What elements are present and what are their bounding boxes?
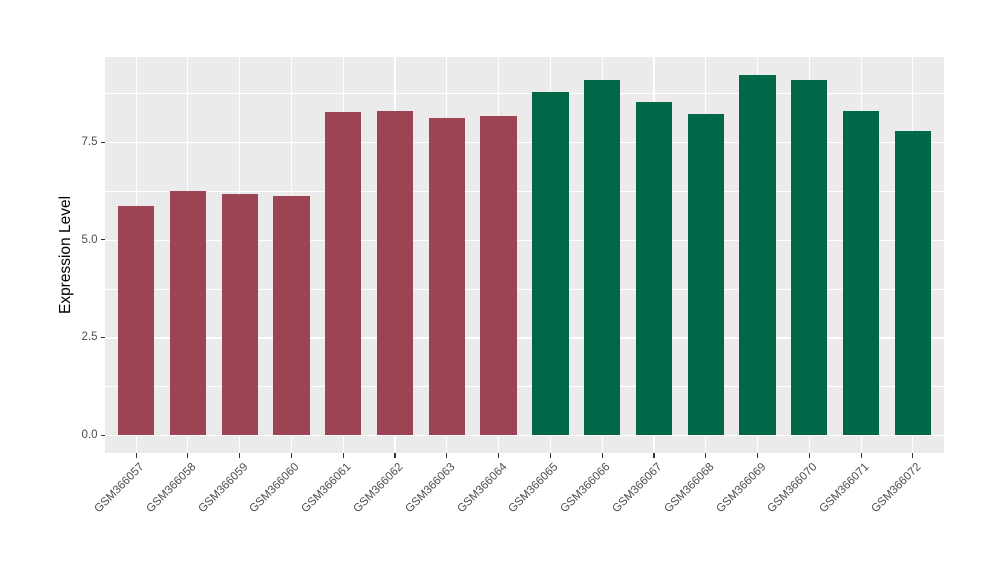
x-tick-label: GSM366059 [195,461,251,516]
x-tick-mark [653,453,655,458]
y-tick-mark [100,434,105,436]
minor-gridline [105,93,944,94]
y-tick-mark [100,239,105,241]
x-tick-mark [860,453,862,458]
x-tick-mark [757,453,759,458]
major-gridline [105,337,944,339]
x-tick-label: GSM366063 [403,461,458,516]
plot-panel [105,57,944,453]
bar [169,190,206,436]
x-tick-label: GSM366058 [144,461,199,516]
bar [894,131,932,436]
minor-gridline [105,386,944,387]
bar [791,79,828,436]
x-tick-mark [549,453,551,458]
x-tick-label: GSM366068 [662,461,717,516]
x-tick-label: GSM366060 [247,461,302,516]
x-tick-label: GSM366070 [765,461,820,516]
x-tick-label: GSM366065 [506,461,561,516]
y-tick-label: 0.0 [81,429,98,442]
major-gridline [105,142,944,144]
bar [221,193,258,436]
bar [428,117,465,436]
x-tick-mark [135,453,137,458]
y-tick-mark [100,141,105,143]
x-tick-mark [290,453,292,458]
major-gridline [105,239,944,241]
x-tick-mark [394,453,396,458]
bar [376,110,414,436]
bar [325,111,362,436]
x-tick-mark [239,453,241,458]
minor-gridline [105,288,944,290]
minor-gridline [105,190,944,192]
x-tick-label: GSM366057 [92,461,147,516]
bar [584,80,621,436]
x-tick-mark [342,453,344,458]
x-tick-label: GSM366067 [610,461,665,516]
bar [635,101,673,436]
bar [739,74,776,436]
y-tick-label: 5.0 [81,233,98,246]
y-tick-label: 2.5 [81,331,98,344]
x-tick-mark [912,453,914,458]
y-axis-title: Expression Level [57,195,74,315]
x-tick-label: GSM366069 [713,461,769,516]
x-tick-label: GSM366072 [869,461,924,516]
bar [273,196,310,436]
bar [532,92,569,436]
x-tick-mark [601,453,603,458]
x-tick-mark [498,453,500,458]
x-tick-mark [808,453,810,458]
bar [687,114,724,436]
bar [117,205,155,436]
x-tick-label: GSM366062 [351,461,406,516]
x-tick-label: GSM366061 [299,461,354,516]
x-tick-label: GSM366064 [454,461,510,516]
y-tick-mark [100,336,105,338]
x-tick-mark [187,453,189,458]
y-tick-label: 7.5 [81,136,98,149]
bar [843,111,880,436]
x-tick-label: GSM366071 [817,461,872,516]
bar [480,115,517,436]
x-tick-mark [705,453,707,458]
x-tick-mark [446,453,448,458]
major-gridline [105,435,944,437]
x-tick-label: GSM366066 [558,461,613,516]
